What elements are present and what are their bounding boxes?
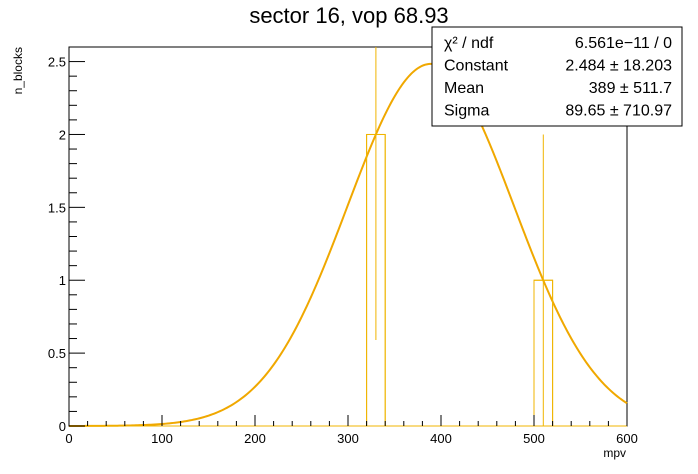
y-tick-label: 0.5 [48, 346, 66, 361]
x-tick-label: 200 [244, 431, 266, 446]
y-tick-label: 1.5 [48, 200, 66, 215]
x-tick-label: 500 [523, 431, 545, 446]
x-tick-label: 0 [65, 431, 72, 446]
stats-label: χ² / ndf [444, 35, 494, 52]
x-axis-label: mpv [603, 446, 626, 460]
stats-box-frame [431, 26, 683, 127]
stats-value: 89.65 ± 710.97 [565, 103, 672, 120]
y-tick-label: 2 [59, 127, 66, 142]
stats-value: 2.484 ± 18.203 [565, 58, 672, 75]
stats-value: 6.561e−11 / 0 [575, 35, 672, 52]
y-axis-label: n_blocks [11, 47, 25, 94]
y-tick-label: 2.5 [48, 55, 66, 70]
stats-value: 389 ± 511.7 [589, 80, 672, 97]
x-tick-label: 400 [430, 431, 452, 446]
stats-label: Mean [444, 80, 484, 97]
stats-box: χ² / ndf 6.561e−11 / 0 Constant 2.484 ± 18.… [431, 26, 683, 127]
x-tick-label: 300 [337, 431, 359, 446]
chart-title: sector 16, vop 68.93 [249, 3, 448, 28]
x-tick-label: 600 [616, 431, 638, 446]
stats-label: Constant [444, 58, 509, 75]
y-tick-label: 0 [59, 419, 66, 434]
stats-label: Sigma [444, 103, 489, 120]
y-tick-label: 1 [59, 273, 66, 288]
x-tick-label: 100 [151, 431, 173, 446]
